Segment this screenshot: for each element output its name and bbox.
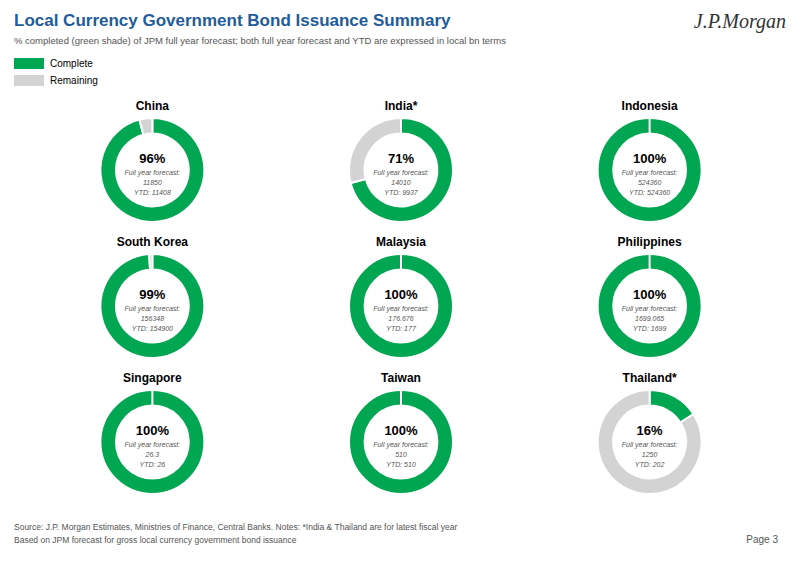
- title: Local Currency Government Bond Issuance …: [14, 11, 451, 30]
- slice: [151, 390, 153, 406]
- annotation: 1699.065: [635, 315, 664, 322]
- slice: [598, 254, 702, 358]
- slices: [100, 254, 204, 358]
- slice: [100, 390, 204, 494]
- donut-chart: India* 71% Full year forecast: 14010 YTD: 99…: [349, 99, 453, 222]
- chart-title: South Korea: [117, 235, 189, 249]
- annotation: YTD: 177: [386, 325, 417, 332]
- annotation: 26.3: [145, 451, 160, 458]
- slices: [598, 390, 702, 494]
- annotation: YTD: 9937: [384, 189, 419, 196]
- data-label: 100%: [633, 287, 667, 302]
- annotation: Full year forecast:: [125, 305, 181, 313]
- annotation: Full year forecast:: [373, 169, 429, 177]
- chart-title: Indonesia: [622, 99, 678, 113]
- chart-title: Taiwan: [381, 371, 421, 385]
- annotation: 14010: [391, 179, 411, 186]
- footer: Based on JPM forecast for gross local cu…: [14, 535, 297, 545]
- page-number: Page 3: [746, 534, 778, 545]
- annotation: YTD: 202: [635, 461, 665, 468]
- annotation: 11850: [143, 179, 162, 186]
- slice: [149, 254, 152, 270]
- legend: Complete Remaining: [14, 58, 98, 86]
- annotation: 176.676: [388, 315, 413, 322]
- legend-label: Complete: [50, 58, 93, 69]
- slice: [400, 390, 402, 406]
- donut-chart: Taiwan 100% Full year forecast: 510 YTD: 510: [349, 371, 453, 494]
- donut-chart: Singapore 100% Full year forecast: 26.3 YTD:…: [100, 371, 204, 494]
- chart-title: Thailand*: [623, 371, 677, 385]
- annotation: 156348: [141, 315, 164, 322]
- data-label: 71%: [388, 151, 414, 166]
- donut-chart: China 96% Full year forecast: 11850 YTD: 114…: [100, 99, 204, 222]
- donut-chart: Indonesia 100% Full year forecast: 524360 YT…: [598, 99, 702, 222]
- slice: [139, 118, 152, 135]
- annotation: YTD: 510: [386, 461, 416, 468]
- slices: [598, 118, 702, 222]
- legend-swatch: [14, 75, 44, 86]
- annotation: Full year forecast:: [373, 441, 429, 449]
- chart-title: Singapore: [123, 371, 182, 385]
- slice: [100, 254, 204, 358]
- annotation: YTD: 154900: [132, 325, 173, 332]
- annotation: Full year forecast:: [622, 169, 678, 177]
- chart-title: Philippines: [618, 235, 682, 249]
- subtitle: % completed (green shade) of JPM full ye…: [14, 35, 506, 46]
- slices: [100, 390, 204, 494]
- chart-title: India*: [385, 99, 418, 113]
- legend-swatch: [14, 58, 44, 69]
- chart-title: Malaysia: [376, 235, 426, 249]
- donut-chart: South Korea 99% Full year forecast: 156348 Y…: [100, 235, 204, 358]
- slice: [649, 118, 651, 134]
- data-label: 100%: [384, 423, 418, 438]
- annotation: Full year forecast:: [125, 169, 181, 177]
- annotation: YTD: 524360: [629, 189, 670, 196]
- slice: [349, 390, 453, 494]
- annotation: Full year forecast:: [125, 441, 181, 449]
- legend-item: Remaining: [14, 75, 98, 86]
- donut-chart: Thailand* 16% Full year forecast: 1250 YTD: …: [598, 371, 702, 494]
- data-label: 16%: [637, 423, 663, 438]
- annotation: 510: [395, 451, 407, 458]
- slices: [349, 254, 453, 358]
- chart-canvas: Local Currency Government Bond Issuance …: [0, 0, 802, 567]
- annotation: Full year forecast:: [373, 305, 429, 313]
- slice: [400, 254, 402, 270]
- slice: [349, 254, 453, 358]
- data-label: 100%: [384, 287, 418, 302]
- chart-title: China: [136, 99, 170, 113]
- data-label: 100%: [136, 423, 170, 438]
- donut-chart: Philippines 100% Full year forecast: 1699.0…: [598, 235, 702, 358]
- slice: [649, 254, 651, 270]
- legend-label: Remaining: [50, 75, 98, 86]
- annotation: 524360: [638, 179, 661, 186]
- slices: [349, 118, 453, 222]
- footer: Source: J.P. Morgan Estimates, Ministrie…: [14, 522, 457, 532]
- slices: [349, 390, 453, 494]
- donut-chart: Malaysia 100% Full year forecast: 176.676 YT…: [349, 235, 453, 358]
- annotation: Full year forecast:: [622, 441, 678, 449]
- annotation: YTD: 1699: [633, 325, 667, 332]
- annotation: YTD: 11408: [134, 189, 171, 196]
- legend-item: Complete: [14, 58, 93, 69]
- slice: [598, 390, 702, 494]
- annotation: Full year forecast:: [622, 305, 678, 313]
- annotation: YTD: 26: [140, 461, 166, 468]
- annotation: 1250: [642, 451, 658, 458]
- slice: [598, 118, 702, 222]
- data-label: 100%: [633, 151, 667, 166]
- brand: J.P.Morgan: [694, 10, 786, 33]
- data-label: 96%: [139, 151, 165, 166]
- slices: [100, 118, 204, 222]
- slice: [100, 118, 204, 222]
- slices: [598, 254, 702, 358]
- data-label: 99%: [139, 287, 165, 302]
